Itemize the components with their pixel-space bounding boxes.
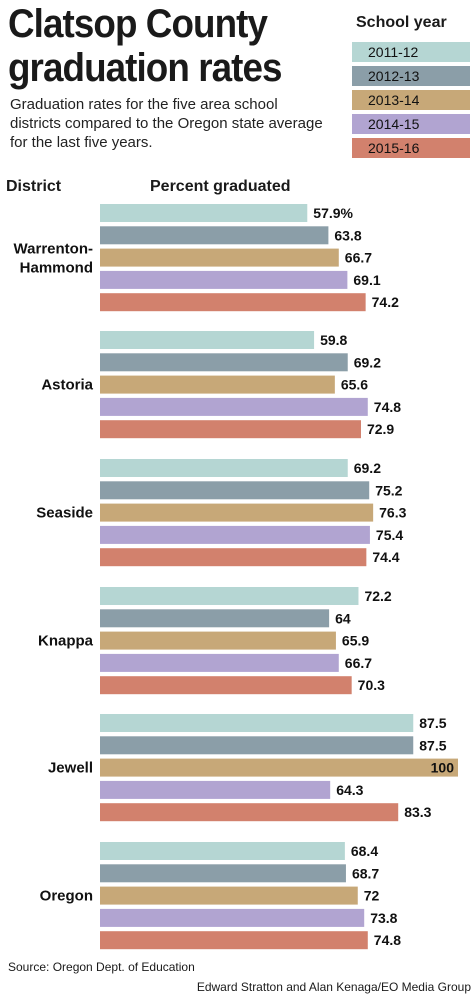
district-label: Knappa: [38, 633, 94, 650]
bar: [100, 353, 348, 372]
legend-label: 2011-12: [368, 44, 419, 60]
data-label: 68.4: [351, 843, 378, 859]
bar: [100, 503, 374, 522]
data-label: 64: [335, 610, 351, 626]
data-label: 74.4: [372, 549, 399, 565]
data-label: 64.3: [336, 782, 363, 798]
data-label: 66.7: [345, 250, 372, 266]
bar: [100, 631, 336, 650]
bar: [100, 864, 346, 883]
bar: [100, 886, 358, 905]
bar: [100, 908, 365, 927]
data-label: 69.2: [354, 460, 381, 476]
data-label: 87.5: [419, 715, 446, 731]
data-label: 59.8: [320, 332, 347, 348]
legend-title: School year: [356, 14, 447, 31]
bar: [100, 270, 348, 289]
bar: [100, 459, 348, 477]
bar: [100, 331, 315, 349]
bar: [100, 204, 308, 222]
legend-item-2011-12: 2011-12: [352, 42, 470, 62]
bar-chart: 57.9% 63.8 66.7 69.1 74.2 Warrenton-Hammond 59…: [14, 204, 458, 950]
bar: [100, 481, 370, 500]
legend-label: 2012-13: [368, 68, 420, 84]
legend: 2011-12 2012-13 2013-14 2014-15 2015-16: [352, 42, 470, 162]
data-label: 68.7: [352, 865, 379, 881]
bar: [100, 653, 339, 672]
district-label: Astoria: [41, 377, 93, 394]
chart-subtitle: Graduation rates for the five area schoo…: [10, 96, 323, 151]
percent-column-header: Percent graduated: [150, 178, 291, 195]
data-label: 63.8: [334, 227, 361, 243]
bar: [100, 780, 331, 799]
district-label: Seaside: [36, 505, 93, 522]
data-label: 65.6: [341, 377, 368, 393]
bar: [100, 420, 361, 439]
bar: [100, 842, 345, 860]
legend-swatch: [352, 66, 470, 86]
data-label: 70.3: [358, 677, 385, 693]
bar: [100, 375, 335, 394]
bar: [100, 248, 339, 267]
data-label: 66.7: [345, 655, 372, 671]
bar: [100, 931, 368, 950]
bar: [100, 397, 368, 416]
bar: [100, 226, 329, 245]
bar: [100, 803, 399, 822]
data-label: 74.8: [374, 932, 401, 948]
data-label: 83.3: [404, 804, 431, 820]
bar: [100, 736, 414, 755]
bar: [100, 548, 367, 567]
bar: [100, 676, 352, 695]
legend-item-2012-13: 2012-13: [352, 66, 470, 86]
legend-label: 2015-16: [368, 140, 420, 156]
bar: [100, 609, 330, 628]
legend-item-2015-16: 2015-16: [352, 138, 470, 158]
source-note: Source: Oregon Dept. of Education: [8, 960, 195, 974]
data-label: 75.2: [375, 482, 402, 498]
data-label: 100: [431, 760, 455, 776]
district-column-header: District: [6, 178, 62, 195]
legend-item-2013-14: 2013-14: [352, 90, 470, 110]
chart-title: Clatsop County graduation rates: [8, 2, 283, 90]
data-label: 76.3: [379, 505, 406, 521]
credit-note: Edward Stratton and Alan Kenaga/EO Media…: [196, 980, 471, 994]
legend-swatch: [352, 138, 470, 158]
data-label: 65.9: [342, 633, 369, 649]
data-label: 74.8: [374, 399, 401, 415]
data-label: 69.1: [353, 272, 380, 288]
bar: [100, 525, 370, 544]
district-label: Jewell: [48, 760, 93, 777]
legend-swatch: [352, 90, 470, 110]
legend-label: 2014-15: [368, 116, 420, 132]
legend-swatch: [352, 114, 470, 134]
legend-label: 2013-14: [368, 92, 420, 108]
data-label: 72.2: [364, 588, 391, 604]
legend-item-2014-15: 2014-15: [352, 114, 470, 134]
data-label: 72.9: [367, 421, 394, 437]
district-label: Warrenton-Hammond: [14, 241, 93, 277]
data-label: 74.2: [372, 294, 399, 310]
legend-swatch: [352, 42, 470, 62]
data-label: 57.9%: [313, 205, 353, 221]
district-label: Oregon: [40, 888, 93, 905]
bar: [100, 758, 458, 777]
bar: [100, 587, 359, 605]
data-label: 75.4: [376, 527, 403, 543]
data-label: 73.8: [370, 910, 397, 926]
data-label: 69.2: [354, 354, 381, 370]
bar: [100, 714, 414, 732]
bar: [100, 293, 366, 312]
data-label: 72: [364, 888, 380, 904]
data-label: 87.5: [419, 737, 446, 753]
